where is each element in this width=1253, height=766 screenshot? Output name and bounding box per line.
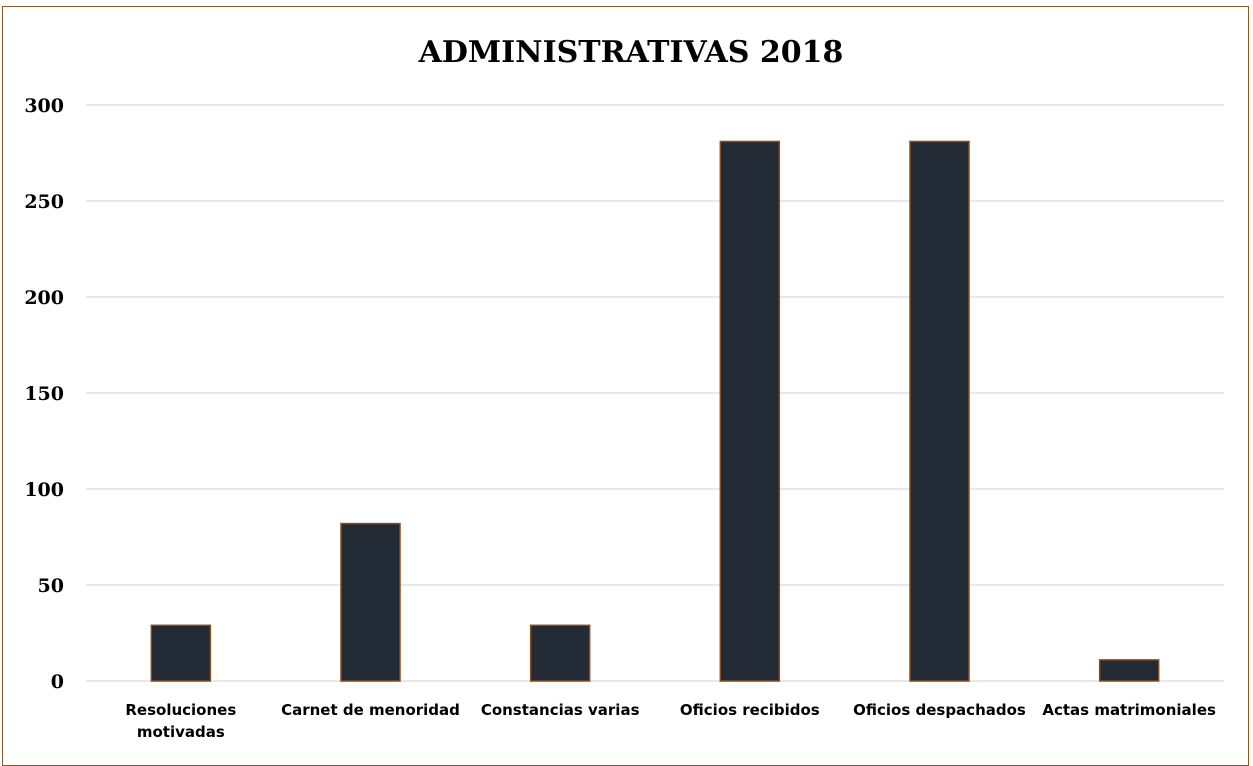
x-tick-label-line: Constancias varias bbox=[481, 701, 640, 719]
x-tick-label-line: Oficios recibidos bbox=[680, 701, 820, 719]
bar-0 bbox=[150, 624, 212, 682]
y-tick-label: 300 bbox=[24, 95, 64, 117]
y-tick-label: 50 bbox=[38, 575, 64, 597]
bar-4 bbox=[909, 140, 970, 682]
x-tick-label-line: Carnet de menoridad bbox=[281, 701, 460, 719]
x-tick-label-line: Oficios despachados bbox=[853, 701, 1026, 719]
x-tick-label: Oficios recibidos bbox=[680, 701, 820, 719]
x-tick-label-line: motivadas bbox=[137, 723, 225, 741]
bar-3 bbox=[719, 140, 781, 682]
bars bbox=[150, 140, 1160, 682]
y-tick-label: 100 bbox=[24, 479, 64, 501]
bar-5 bbox=[1098, 659, 1160, 682]
y-tick-label: 250 bbox=[24, 191, 64, 213]
y-axis-ticks: 0 50 100 150 200 250 300 bbox=[24, 95, 64, 693]
x-tick-label: Oficios despachados bbox=[853, 701, 1026, 719]
y-tick-label: 0 bbox=[51, 671, 64, 693]
chart-title: ADMINISTRATIVAS 2018 bbox=[418, 35, 844, 70]
x-axis-ticks: Resoluciones motivadas Carnet de menoridad… bbox=[125, 701, 1216, 741]
x-tick-label-line: Resoluciones bbox=[125, 701, 236, 719]
x-tick-label-line: Actas matrimoniales bbox=[1042, 701, 1216, 719]
x-tick-label: Carnet de menoridad bbox=[281, 701, 460, 719]
bar-1 bbox=[340, 522, 401, 682]
x-tick-label: Constancias varias bbox=[481, 701, 640, 719]
x-tick-label: Actas matrimoniales bbox=[1042, 701, 1216, 719]
y-tick-label: 150 bbox=[24, 383, 64, 405]
gridlines bbox=[86, 104, 1224, 682]
bar-2 bbox=[529, 624, 591, 682]
y-tick-label: 200 bbox=[24, 287, 64, 309]
x-tick-label: Resoluciones motivadas bbox=[125, 701, 236, 741]
